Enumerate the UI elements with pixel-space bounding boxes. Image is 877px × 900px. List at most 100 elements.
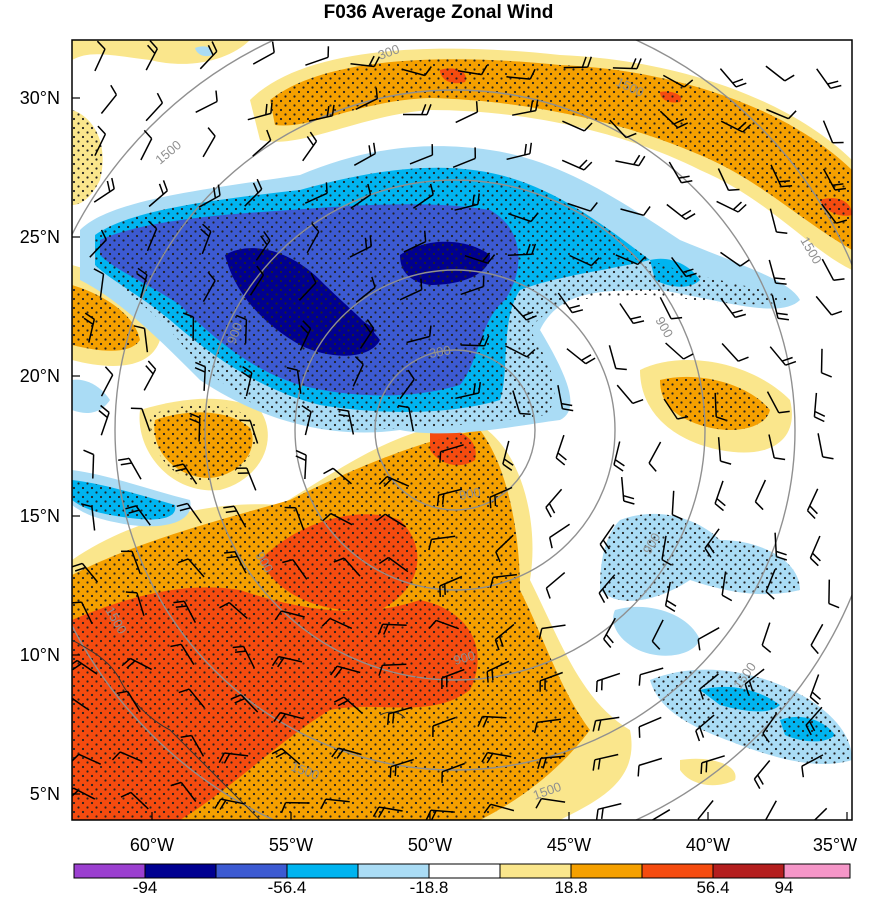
wind-barb-feather (638, 674, 641, 686)
wind-barb-feather (633, 320, 645, 325)
wind-barb (190, 735, 205, 757)
wind-barb-feather (599, 543, 608, 554)
wind-barb-feather (524, 143, 527, 155)
wind-barb-feather (145, 365, 154, 375)
wind-barb-feather (734, 313, 747, 319)
wind-barb-feather (364, 237, 368, 249)
wind-barb-feather (776, 312, 788, 316)
wind-barb-feather (494, 639, 500, 651)
wind-barb-feather (426, 104, 432, 115)
wind-barb (136, 592, 145, 616)
wind-barb-feather (623, 494, 635, 500)
wind-barb (717, 168, 730, 191)
wind-barb (435, 619, 459, 630)
wind-barb-feather (811, 691, 821, 700)
wind-barb-feather (234, 650, 247, 653)
wind-barb (512, 109, 536, 116)
wind-barb (305, 56, 329, 66)
wind-barb-feather (111, 751, 121, 761)
wind-barb-feather (482, 252, 491, 262)
wind-barb-feather (72, 562, 83, 568)
wind-barb-feather (765, 591, 775, 600)
wind-barb-feather (665, 604, 676, 613)
colorbar-label: 18.8 (554, 878, 588, 897)
wind-barb-feather (776, 231, 788, 234)
wind-barb-feather (830, 84, 842, 90)
wind-barb-feather (731, 309, 743, 314)
wind-barb-feather (337, 699, 349, 707)
wind-barb-feather (615, 367, 627, 371)
wind-barb-feather (439, 451, 442, 463)
wind-barb-feather (366, 319, 375, 329)
wind-barb-feather (306, 135, 315, 146)
wind-barb (620, 208, 644, 217)
wind-barb-feather (177, 558, 189, 564)
wind-barb-feather (425, 809, 432, 820)
wind-barb-feather (96, 40, 106, 50)
wind-barb (771, 294, 779, 319)
chart-title: F036 Average Zonal Wind (323, 2, 554, 23)
wind-barb (460, 344, 485, 347)
wind-barb (717, 437, 722, 462)
wind-barb (561, 159, 585, 171)
wind-barb-feather (561, 402, 573, 407)
wind-barb-feather (194, 367, 206, 373)
wind-barb-feather (333, 696, 345, 703)
wind-barb-feather (765, 822, 772, 830)
wind-barb (720, 251, 741, 267)
wind-barb (92, 454, 95, 479)
wind-barb-feather (529, 142, 533, 154)
wind-barb-feather (632, 398, 644, 405)
axis-ticks (72, 97, 848, 820)
wind-barb (247, 112, 272, 121)
wind-barb (93, 188, 115, 203)
wind-barb-feather (754, 501, 764, 511)
wind-barb-feather (787, 110, 797, 120)
wind-barb (661, 535, 667, 560)
wind-barb (280, 711, 304, 720)
wind-barb-feather (526, 348, 536, 358)
wind-barb (671, 256, 687, 277)
wind-barb (332, 467, 352, 485)
wind-barb-feather (93, 268, 104, 275)
wind-barb-feather (377, 807, 385, 818)
wind-barb-feather (583, 122, 593, 132)
wind-barb-feather (97, 125, 106, 135)
wind-barb (141, 408, 151, 432)
wind-barb (249, 420, 259, 444)
wind-barb-feather (120, 462, 132, 466)
wind-barb-feather (162, 180, 169, 192)
wind-barb-feather (806, 510, 816, 520)
wind-barb-feather (682, 268, 694, 274)
wind-barb (697, 627, 720, 641)
wind-barb-feather (761, 644, 772, 653)
wind-barb (608, 345, 617, 369)
wind-barb (816, 68, 832, 89)
wind-barb (460, 285, 484, 296)
wind-barb-feather (428, 619, 437, 630)
wind-barb (765, 65, 786, 82)
wind-barb (567, 202, 591, 212)
wind-barb-feather (705, 761, 708, 773)
wind-barb-feather (280, 802, 287, 814)
wind-barb-feather (367, 183, 372, 195)
wind-barb-feather (695, 730, 701, 742)
wind-barb (440, 444, 464, 453)
wind-barb (441, 762, 465, 773)
wind-barb (487, 751, 512, 758)
wind-barb-feather (338, 413, 350, 417)
wind-barb-feather (778, 180, 790, 183)
wind-barb (805, 706, 823, 726)
wind-barb-feather (778, 410, 790, 414)
wind-barb-feather (337, 408, 349, 412)
wind-barb-feather (477, 716, 484, 727)
wind-barb (382, 623, 407, 626)
wind-barb-feather (828, 602, 840, 609)
wind-barb-feather (83, 317, 94, 326)
wind-barb (388, 706, 413, 715)
wind-barb (620, 477, 625, 502)
wind-barb-feather (595, 809, 599, 820)
wind-barb-feather (737, 121, 747, 131)
wind-barb (809, 674, 820, 698)
